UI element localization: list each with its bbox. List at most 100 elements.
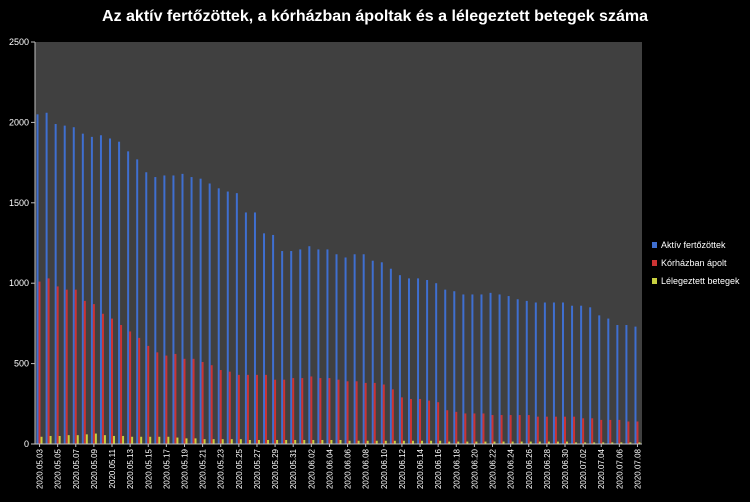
bar [382, 384, 385, 444]
bar [140, 436, 143, 444]
legend-swatch [652, 260, 657, 266]
bar [582, 418, 585, 444]
bar [94, 433, 97, 444]
bar [565, 441, 568, 444]
bar [290, 251, 293, 444]
x-tick-label: 2020.05.05 [54, 448, 63, 489]
bar [74, 289, 77, 444]
bars [36, 112, 641, 445]
x-tick-label: 2020.05.15 [144, 448, 153, 489]
bar [145, 172, 148, 444]
bar [174, 353, 177, 444]
bar [638, 442, 641, 444]
bar [181, 173, 184, 445]
bar [337, 379, 340, 444]
bar [40, 436, 43, 444]
series-1 [36, 112, 637, 445]
bar [580, 305, 583, 444]
bar [38, 281, 41, 444]
bar [348, 440, 351, 444]
bar [554, 416, 557, 444]
bar [625, 325, 628, 444]
bar [355, 381, 358, 444]
bar [113, 435, 115, 444]
bar [562, 302, 564, 444]
bar [272, 234, 275, 444]
bar [65, 289, 68, 444]
bar [122, 435, 125, 444]
x-tick-label: 2020.05.13 [126, 448, 135, 489]
bar [319, 378, 322, 444]
bar [253, 212, 256, 444]
x-tick-label: 2020.06.12 [398, 448, 407, 489]
bar [498, 294, 501, 444]
x-tick-label: 2020.05.31 [289, 448, 298, 489]
x-tick-label: 2020.06.10 [380, 448, 389, 489]
bar [616, 325, 619, 444]
bar [156, 352, 159, 444]
y-tick-label: 0 [24, 439, 29, 449]
bar [190, 177, 193, 444]
bar [192, 358, 195, 444]
bar [545, 416, 548, 444]
bar [375, 440, 378, 444]
bar [167, 436, 170, 444]
bar [593, 442, 596, 444]
bar [339, 439, 342, 444]
x-tick-label: 2020.05.21 [199, 448, 208, 489]
bar [591, 418, 594, 444]
chart-title: Az aktív fertőzöttek, a kórházban ápolta… [102, 8, 648, 25]
bar [221, 439, 224, 444]
bar [400, 397, 403, 444]
bar [147, 345, 150, 444]
bar [183, 358, 186, 444]
bar [611, 442, 614, 444]
bar [389, 268, 392, 444]
x-tick-label: 2020.06.04 [325, 448, 334, 489]
bar [56, 286, 59, 444]
x-tick-label: 2020.05.25 [235, 448, 244, 489]
bar [103, 435, 106, 444]
legend-label: Aktív fertőzöttek [661, 240, 726, 250]
x-tick-label: 2020.06.14 [416, 448, 425, 489]
bar [482, 413, 485, 444]
bar [76, 435, 79, 444]
x-axis: 2020.05.03 2020.05.05 2020.05.07 2020.05.09… [35, 443, 642, 489]
bar [111, 318, 113, 444]
bar [127, 151, 130, 444]
bar [63, 125, 66, 445]
bar [301, 378, 304, 444]
bar [393, 440, 396, 444]
bar [176, 437, 179, 444]
bar [83, 300, 86, 444]
bar [276, 439, 279, 444]
bar [516, 299, 519, 444]
bar [391, 389, 394, 444]
bar [199, 178, 202, 444]
legend-label: Kórházban ápolt [661, 258, 727, 268]
bar [464, 413, 467, 444]
bar [92, 304, 95, 444]
bar [54, 124, 57, 444]
legend-item: Kórházban ápolt [652, 258, 727, 268]
legend-label: Lélegeztett betegek [661, 276, 740, 286]
bar [335, 254, 338, 444]
bar [636, 421, 639, 444]
bar [536, 416, 539, 444]
bar [109, 138, 112, 445]
bar [328, 378, 331, 444]
bar [226, 191, 229, 444]
x-tick-label: 2020.05.29 [271, 448, 280, 489]
bar [602, 442, 605, 444]
bar [283, 379, 286, 444]
bar [448, 441, 451, 444]
x-tick-label: 2020.06.22 [489, 448, 498, 489]
bar [446, 410, 449, 444]
bar [172, 175, 175, 444]
bar [543, 302, 546, 444]
bar [353, 254, 356, 444]
x-tick-label: 2020.05.27 [253, 448, 262, 489]
bar [571, 305, 574, 444]
bar [101, 313, 104, 444]
bar [409, 398, 412, 444]
